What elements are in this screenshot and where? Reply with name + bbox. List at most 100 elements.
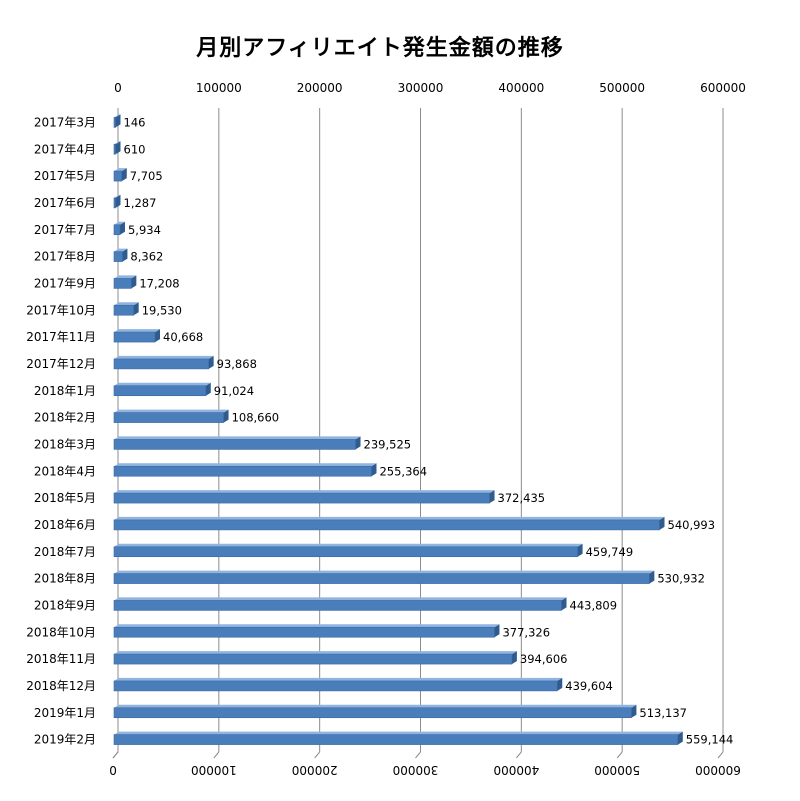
bar-side <box>115 141 121 155</box>
bar-top <box>114 168 127 172</box>
bar <box>113 170 123 182</box>
data-label: 17,208 <box>139 276 179 290</box>
bar-top <box>114 302 139 306</box>
data-label: 439,604 <box>565 679 613 693</box>
bar-top <box>114 463 377 467</box>
bar-side <box>577 543 583 557</box>
bar-top <box>114 436 361 440</box>
category-label: 2018年7月 <box>34 545 96 559</box>
category-label: 2017年4月 <box>34 142 96 156</box>
bar-side <box>561 597 567 611</box>
category-label: 2017年8月 <box>34 250 96 264</box>
category-label: 2019年2月 <box>34 733 96 747</box>
bar-side <box>122 248 128 262</box>
bar-side <box>115 114 121 128</box>
x-tick-label: 300000 <box>398 81 444 95</box>
bar <box>113 600 562 611</box>
bar <box>113 143 116 155</box>
bar-side <box>489 490 495 504</box>
category-label: 2019年1月 <box>34 706 96 720</box>
gridline-depth <box>515 751 522 759</box>
bar-top <box>114 141 121 145</box>
bar-top <box>114 355 214 359</box>
bar-top <box>114 597 567 601</box>
data-label: 513,137 <box>639 706 687 720</box>
data-label: 1,287 <box>124 196 157 210</box>
bar <box>113 519 660 531</box>
bar <box>113 117 116 128</box>
x-tick-label: 400000 <box>498 81 544 95</box>
gridline-depth <box>314 751 321 759</box>
data-label: 372,435 <box>498 491 546 505</box>
bar <box>113 412 224 423</box>
bar-side <box>649 570 655 584</box>
category-label: 2018年4月 <box>34 464 96 478</box>
chart-title: 月別アフィリエイト発生金額の推移 <box>196 36 564 61</box>
bar <box>113 465 372 477</box>
category-label: 2018年10月 <box>26 625 96 639</box>
bar-top <box>114 490 495 494</box>
data-label: 93,868 <box>217 357 257 371</box>
category-label: 2018年1月 <box>34 384 96 398</box>
bar-side <box>205 382 211 396</box>
x-tick-label: 100000 <box>196 81 242 95</box>
gridline-depth <box>616 751 623 759</box>
bar-top <box>114 570 655 574</box>
x-tick-label-mirror: 0 <box>109 763 117 777</box>
data-label: 91,024 <box>214 384 254 398</box>
bar-top <box>114 651 517 655</box>
x-tick-label-mirror: 600000 <box>695 763 741 777</box>
data-label: 19,530 <box>142 303 182 317</box>
x-tick-label: 600000 <box>700 81 746 95</box>
bar <box>113 385 207 397</box>
bar-top <box>114 543 583 547</box>
bar-top <box>114 194 121 198</box>
category-label: 2017年6月 <box>34 196 96 210</box>
bar-top <box>114 677 563 681</box>
data-label: 40,668 <box>163 330 203 344</box>
data-label: 540,993 <box>668 518 716 532</box>
data-label: 443,809 <box>570 598 618 612</box>
bar <box>113 492 490 504</box>
category-label: 2018年5月 <box>34 491 96 505</box>
data-label: 559,144 <box>686 733 734 747</box>
bar-side <box>155 329 161 343</box>
category-label: 2018年6月 <box>34 518 96 532</box>
bar-side <box>371 463 377 477</box>
bar-side <box>223 409 229 423</box>
bar <box>113 680 558 692</box>
bar <box>113 653 513 665</box>
data-label: 7,705 <box>130 169 163 183</box>
data-label: 5,934 <box>128 223 161 237</box>
x-tick-label: 200000 <box>297 81 343 95</box>
x-tick-label: 500000 <box>599 81 645 95</box>
bar-top <box>114 275 137 279</box>
bar <box>113 573 650 584</box>
category-label: 2017年7月 <box>34 223 96 237</box>
category-label: 2017年10月 <box>26 303 96 317</box>
bar <box>113 707 632 719</box>
bar-top <box>114 114 121 118</box>
bar <box>113 304 134 316</box>
bar-side <box>119 221 125 235</box>
data-label: 530,932 <box>657 572 705 586</box>
category-label: 2018年2月 <box>34 411 96 425</box>
bar-side <box>494 624 500 638</box>
category-label: 2017年9月 <box>34 276 96 290</box>
bar-side <box>208 355 214 369</box>
bar-side <box>355 436 361 450</box>
data-label: 394,606 <box>520 652 568 666</box>
bar-top <box>114 516 665 520</box>
data-label: 239,525 <box>364 437 412 451</box>
x-tick-label-mirror: 100000 <box>191 763 237 777</box>
category-label: 2017年12月 <box>26 357 96 371</box>
bar-side <box>631 704 637 718</box>
x-tick-label-mirror: 200000 <box>292 763 338 777</box>
x-tick-label-mirror: 300000 <box>393 763 439 777</box>
bar-side <box>115 194 121 208</box>
bar <box>113 224 121 236</box>
gridline-depth <box>717 751 724 759</box>
bar-side <box>131 275 137 289</box>
bar-side <box>121 168 127 182</box>
